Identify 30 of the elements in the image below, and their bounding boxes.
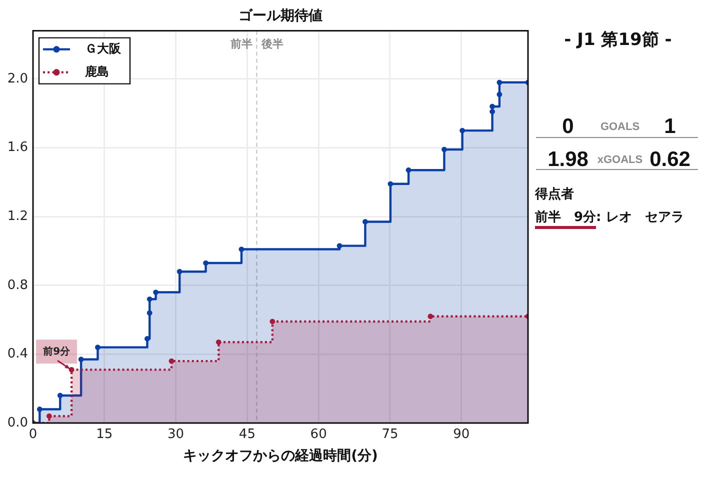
x-tick-label: 45 [238,427,256,442]
y-tick-label: 1.6 [7,140,28,156]
x-tick-label: 0 [28,427,38,442]
y-tick-label: 0.0 [7,415,28,430]
text: 1.98 [548,147,588,172]
x-axis-title: キックオフからの経過時間(分) [183,448,378,464]
annotation: 前半 [230,38,253,51]
annotation: 前9分 [42,345,72,358]
text: 0 [562,114,574,140]
annotation: 後半 [260,38,284,51]
text: 得点者 [535,187,574,203]
legend-label: Ｇ大阪 [85,41,122,56]
x-tick-label: 75 [382,427,398,442]
x-tick-label: 15 [96,427,113,442]
x-tick-label: 90 [453,427,470,442]
text: GOALS [600,121,640,134]
x-tick-label: 30 [168,427,184,442]
y-tick-label: 2.0 [7,71,28,86]
y-tick-label: 1.2 [7,208,28,224]
y-tick-label: 0.4 [7,346,28,362]
text: 前半 9分 [535,210,596,229]
x-tick-label: 60 [310,427,327,442]
legend-label: 鹿島 [84,64,109,78]
text: : レオ セアラ [596,210,684,226]
text: 0.62 [650,147,690,172]
text: - J1 第19節 - [564,30,672,50]
chart-title: ゴール期待値 [238,8,322,24]
text: xGOALS [597,154,643,168]
text: 1 [664,114,676,140]
y-tick-label: 0.8 [7,278,28,293]
